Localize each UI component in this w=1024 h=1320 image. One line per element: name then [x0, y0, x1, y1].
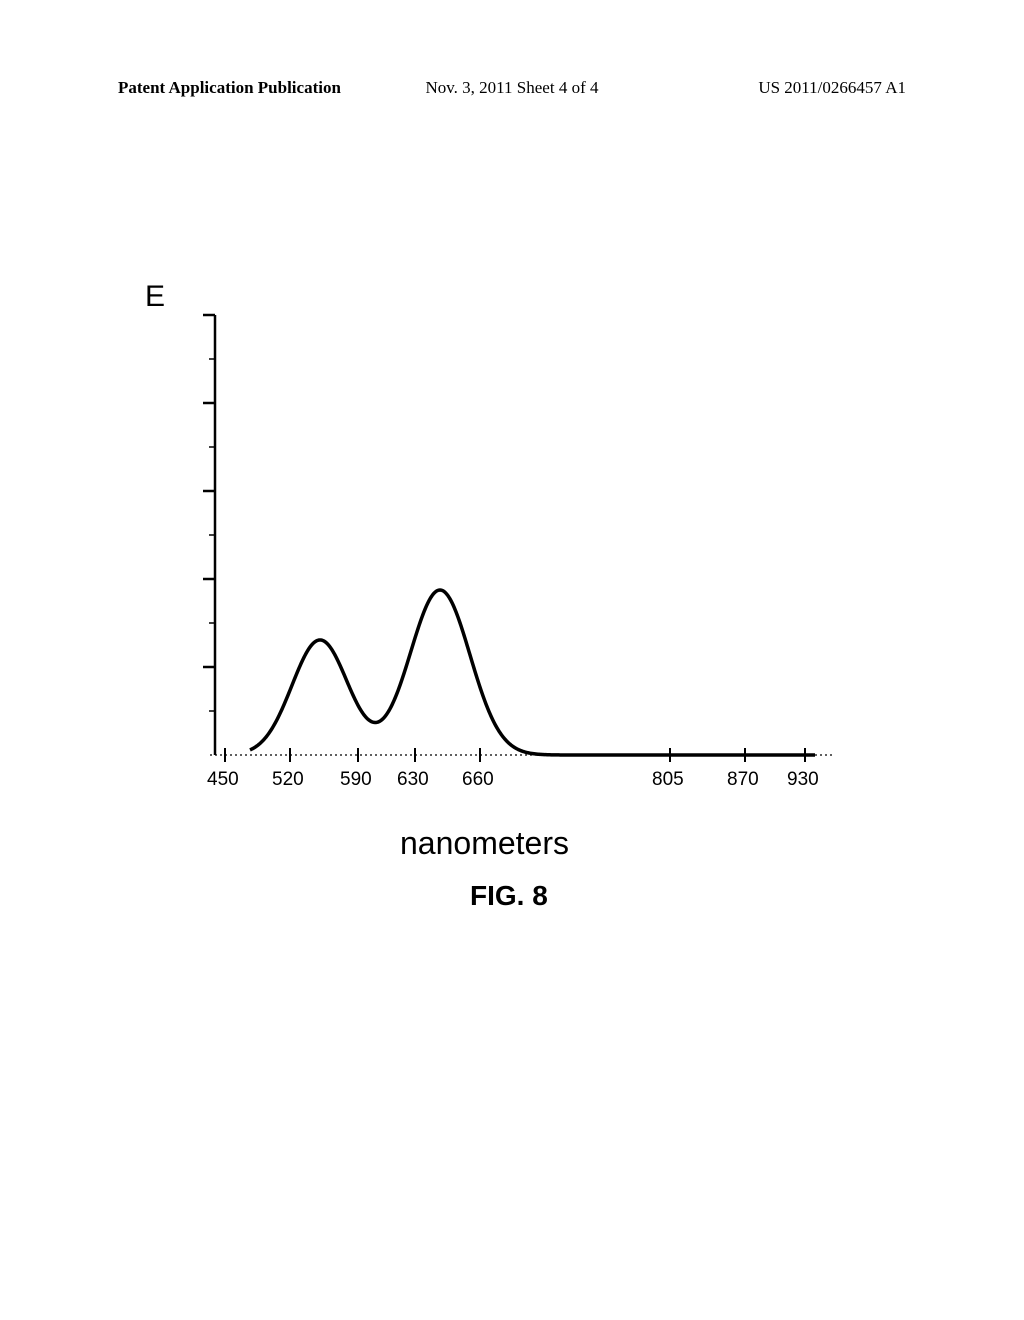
x-tick-label: 660 — [462, 769, 494, 791]
x-tick-label: 520 — [272, 769, 304, 791]
x-tick-label: 450 — [207, 769, 239, 791]
x-tick-label: 630 — [397, 769, 429, 791]
x-tick-label: 870 — [727, 769, 759, 791]
x-tick-label: 805 — [652, 769, 684, 791]
x-axis-label: nanometers — [400, 825, 569, 862]
spectrum-chart — [0, 0, 1024, 900]
x-tick-label: 590 — [340, 769, 372, 791]
figure-label: FIG. 8 — [470, 880, 548, 912]
x-tick-label: 930 — [787, 769, 819, 791]
